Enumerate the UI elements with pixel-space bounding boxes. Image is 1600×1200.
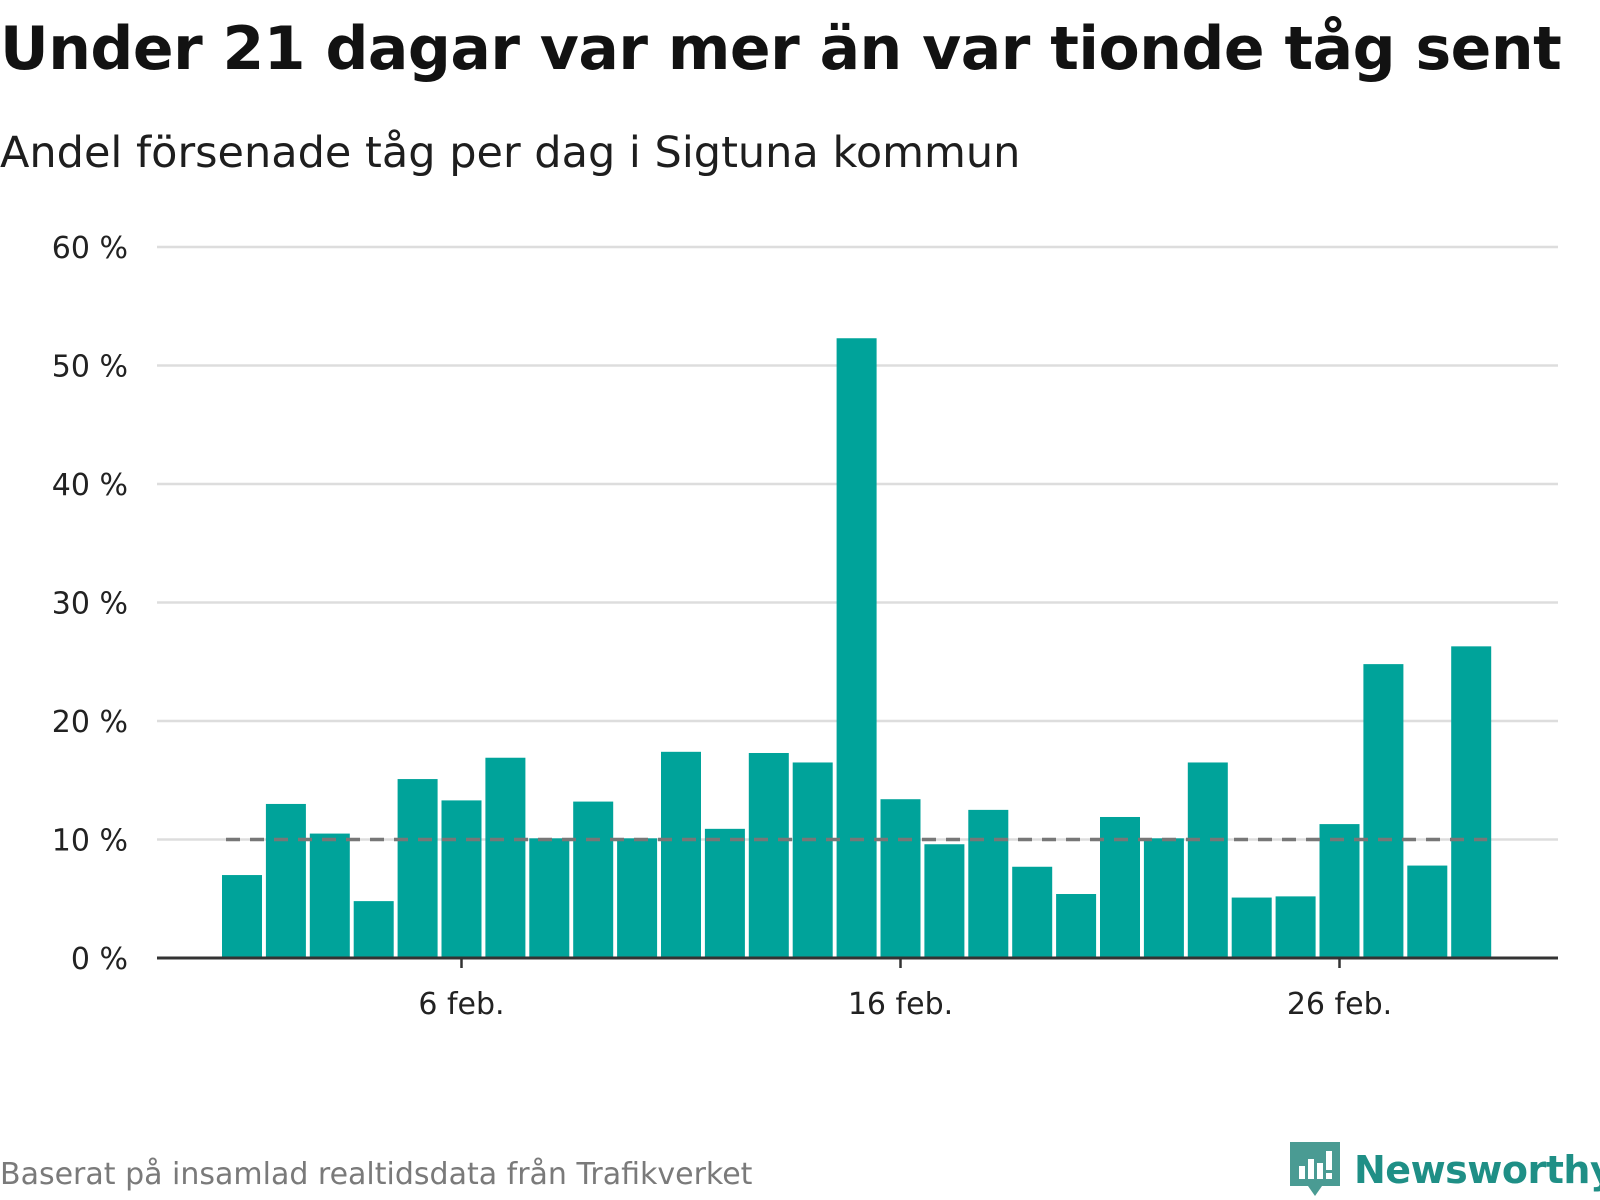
y-tick-label: 40 %	[52, 468, 128, 503]
y-axis-labels: 0 % 10 % 20 % 30 % 40 % 50 % 60 %	[52, 231, 128, 977]
bar	[529, 838, 570, 958]
bar	[441, 800, 482, 958]
bar	[836, 338, 877, 958]
bar	[1275, 896, 1316, 958]
newsworthy-logo-icon	[1290, 1142, 1340, 1196]
x-tick-label: 6 feb.	[418, 987, 504, 1022]
brand-logo[interactable]: Newsworthy	[1290, 1140, 1600, 1200]
bar	[309, 833, 350, 958]
y-tick-label: 10 %	[52, 824, 128, 859]
bar	[617, 838, 658, 958]
x-tick-label: 16 feb.	[848, 987, 953, 1022]
bars	[222, 338, 1492, 958]
y-tick-label: 50 %	[52, 350, 128, 385]
y-tick-label: 20 %	[52, 705, 128, 740]
bar	[748, 752, 789, 958]
y-tick-label: 0 %	[71, 942, 128, 977]
bar	[924, 844, 965, 958]
bar	[397, 779, 438, 958]
bar	[880, 799, 921, 958]
bar	[353, 901, 394, 958]
bar	[704, 828, 745, 958]
bar	[1451, 646, 1492, 958]
bar	[661, 751, 701, 958]
bar	[792, 762, 833, 958]
x-axis	[157, 956, 1558, 968]
bar	[1056, 894, 1097, 958]
chart-subtitle: Andel försenade tåg per dag i Sigtuna ko…	[0, 128, 1021, 178]
y-tick-label: 30 %	[52, 587, 128, 622]
chart-title: Under 21 dagar var mer än var tionde tåg…	[0, 14, 1562, 84]
x-axis-labels: 6 feb. 16 feb. 26 feb.	[418, 987, 1392, 1022]
bar-chart: 0 % 10 % 20 % 30 % 40 % 50 % 60 % 6 feb. 16 feb…	[52, 231, 1558, 1022]
bar	[1363, 664, 1404, 958]
bar	[1012, 866, 1053, 958]
source-note: Baserat på insamlad realtidsdata från Tr…	[0, 1157, 753, 1192]
brand-name: Newsworthy	[1354, 1148, 1600, 1192]
y-tick-label: 60 %	[52, 231, 128, 266]
bar	[1407, 865, 1448, 958]
bar	[265, 803, 306, 958]
bar	[222, 875, 262, 958]
bar	[968, 809, 1009, 958]
bar	[1319, 824, 1360, 958]
x-tick-label: 26 feb.	[1287, 987, 1392, 1022]
bar	[1143, 838, 1184, 958]
bar	[1231, 897, 1272, 958]
bar	[1187, 762, 1228, 958]
bar	[485, 757, 526, 958]
bar	[573, 801, 614, 958]
